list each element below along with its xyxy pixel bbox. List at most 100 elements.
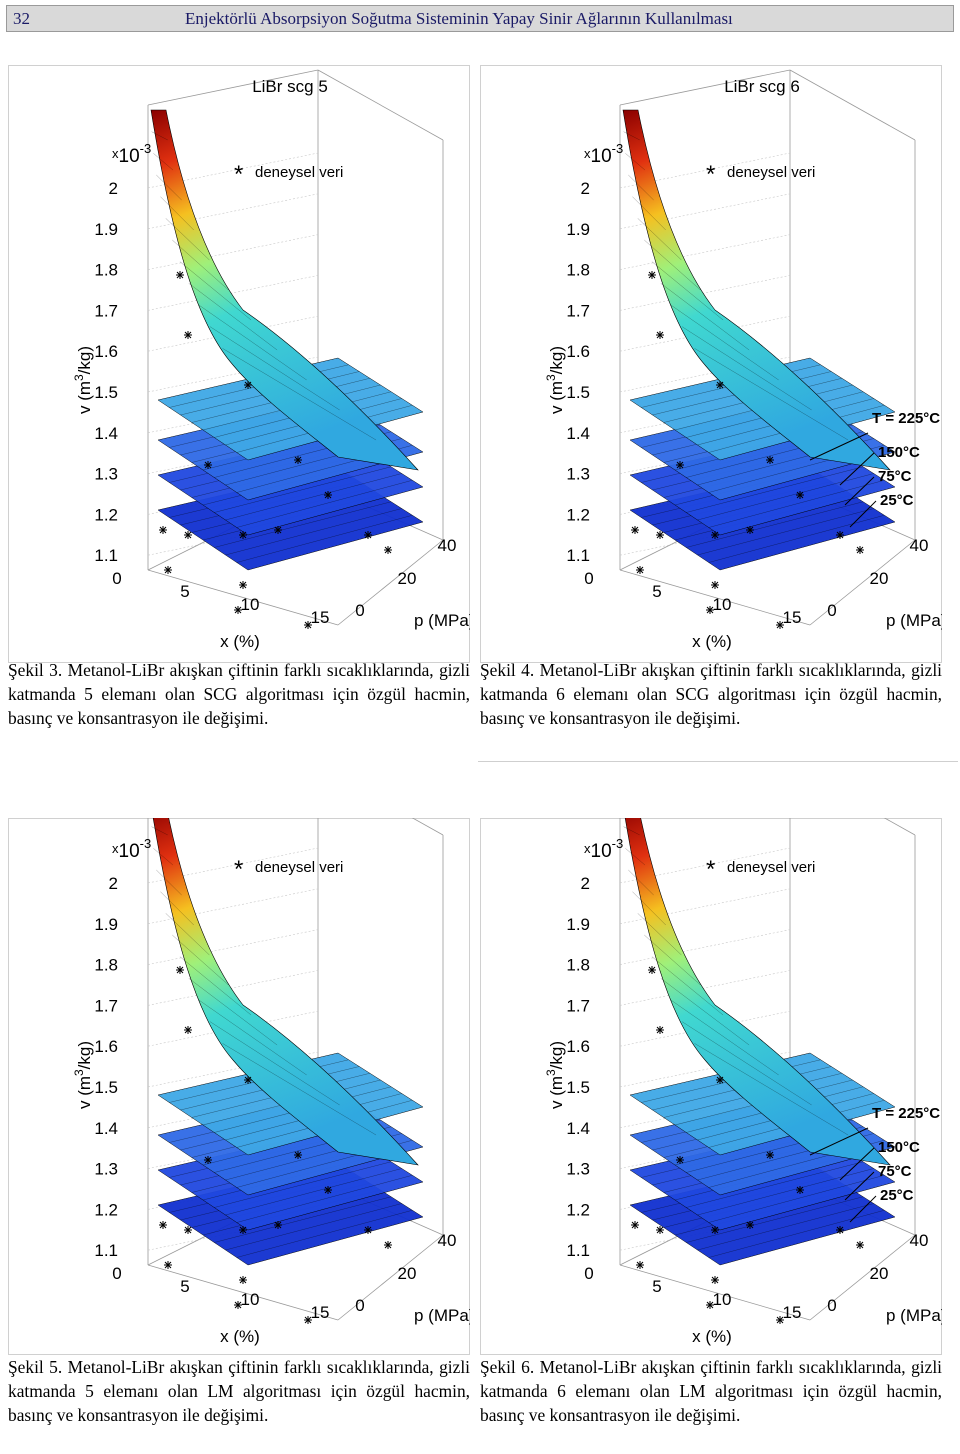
data-marker	[244, 1076, 252, 1084]
data-marker	[711, 1276, 719, 1284]
x-tick-label: 10	[241, 595, 260, 614]
data-marker	[294, 456, 302, 464]
temperature-label: 25°C	[880, 1187, 914, 1204]
mesh-line	[708, 515, 885, 563]
data-marker	[766, 1151, 774, 1159]
temperature-label: 75°C	[878, 1163, 912, 1180]
y-tick-label: 1.2	[94, 1200, 118, 1219]
p-tick-label: 40	[910, 1231, 929, 1250]
y-tick-label: 1.1	[566, 1241, 590, 1260]
mesh-line	[660, 978, 750, 1046]
data-marker	[384, 546, 392, 554]
y-label-main: v (m	[75, 1076, 94, 1109]
p-tick-label: 0	[827, 1296, 836, 1315]
data-marker	[796, 1186, 804, 1194]
legend: * deneysel veri	[234, 161, 343, 188]
data-marker	[239, 581, 247, 589]
data-marker	[164, 566, 172, 574]
surface-sheet	[622, 109, 891, 471]
data-marker	[856, 1241, 864, 1249]
y-tick-label: 1.4	[94, 424, 118, 443]
y-tick-label: 1.3	[94, 465, 118, 484]
figure: x10-3 * deneysel veri 2 1.9 1.8 1.7 1.6 1.5 1.4 1.…	[480, 818, 942, 1355]
mesh-line	[153, 848, 174, 866]
mesh-line	[623, 131, 640, 141]
data-marker	[184, 1226, 192, 1234]
p-tick-label: 40	[438, 536, 457, 555]
x-axis-label: x (%)	[220, 632, 260, 651]
mesh-line	[670, 304, 779, 381]
pointer-line	[849, 1195, 877, 1223]
x-tick-label: 15	[311, 608, 330, 627]
running-title: Enjektörlü Absorpsiyon Soğutma Sistemini…	[185, 9, 733, 28]
y-tick-label: 1.8	[566, 956, 590, 975]
mesh-line	[179, 956, 252, 1016]
y-axis-label: v (m3/kg)	[72, 1041, 94, 1109]
temperature-label: 25°C	[880, 492, 914, 509]
y-tick-label: 2	[581, 874, 590, 893]
y-tick-label: 1.5	[566, 1078, 590, 1097]
scale-base: 10	[119, 841, 140, 862]
figure-caption: Şekil 6. Metanol-LiBr akışkan çiftinin f…	[480, 1355, 942, 1427]
data-marker	[711, 1226, 719, 1234]
y-label-main: v (m	[547, 1076, 566, 1109]
data-marker	[836, 1226, 844, 1234]
caption-label: Şekil 3.	[8, 660, 63, 680]
legend: * deneysel veri	[706, 856, 815, 883]
y-tick-label: 1.6	[94, 342, 118, 361]
legend: * deneysel veri	[706, 161, 815, 188]
mesh-line	[623, 826, 640, 836]
separator	[478, 761, 958, 762]
frame-line	[809, 1234, 916, 1321]
mesh-line	[156, 869, 182, 896]
legend-marker: *	[706, 161, 715, 188]
p-axis-label: p (MPa)	[414, 1306, 470, 1325]
scale-prefix: x	[112, 146, 119, 161]
p-axis-label: p (MPa)	[886, 611, 942, 630]
legend: * deneysel veri	[234, 856, 343, 883]
y-tick-label: 1.5	[94, 1078, 118, 1097]
data-marker	[648, 271, 656, 279]
y-tick-label: 1.9	[566, 220, 590, 239]
y-tick-label: 1.4	[566, 1119, 590, 1138]
mesh-line	[708, 1210, 885, 1258]
data-marker	[746, 526, 754, 534]
temperature-label: 75°C	[878, 468, 912, 485]
data-marker	[184, 331, 192, 339]
x-tick-label: 0	[112, 569, 121, 588]
figure-caption: Şekil 4. Metanol-LiBr akışkan çiftinin f…	[480, 658, 942, 730]
frame-line	[147, 569, 339, 626]
data-marker	[294, 1151, 302, 1159]
pointer-line	[844, 1171, 875, 1201]
data-marker	[324, 491, 332, 499]
p-tick-label: 40	[438, 1231, 457, 1250]
grid-line	[619, 970, 791, 1006]
x-axis-label: x (%)	[220, 1327, 260, 1346]
mesh-line	[222, 348, 377, 441]
caption-label: Şekil 5.	[8, 1357, 63, 1377]
data-marker	[796, 491, 804, 499]
x-tick-label: 0	[112, 1264, 121, 1283]
legend-marker: *	[234, 856, 243, 883]
temperature-label: 150°C	[878, 1139, 920, 1156]
data-marker	[239, 1226, 247, 1234]
data-marker	[274, 1221, 282, 1229]
data-marker	[631, 526, 639, 534]
y-tick-label: 1.3	[94, 1160, 118, 1179]
y-label-unit: /kg)	[75, 346, 94, 374]
data-marker	[656, 1226, 664, 1234]
x-tick-label: 15	[311, 1303, 330, 1322]
pointer-line	[839, 452, 875, 486]
y-tick-label: 2	[109, 874, 118, 893]
p-axis-label: p (MPa)	[886, 1306, 942, 1325]
mesh-line	[151, 131, 168, 141]
grid-line	[619, 315, 791, 352]
p-tick-label: 20	[398, 1264, 417, 1283]
mesh-line	[160, 196, 194, 231]
y-label-unit: /kg)	[75, 1041, 94, 1069]
mesh-line	[651, 956, 724, 1016]
frame-line	[619, 69, 791, 106]
mesh-line	[628, 869, 654, 896]
